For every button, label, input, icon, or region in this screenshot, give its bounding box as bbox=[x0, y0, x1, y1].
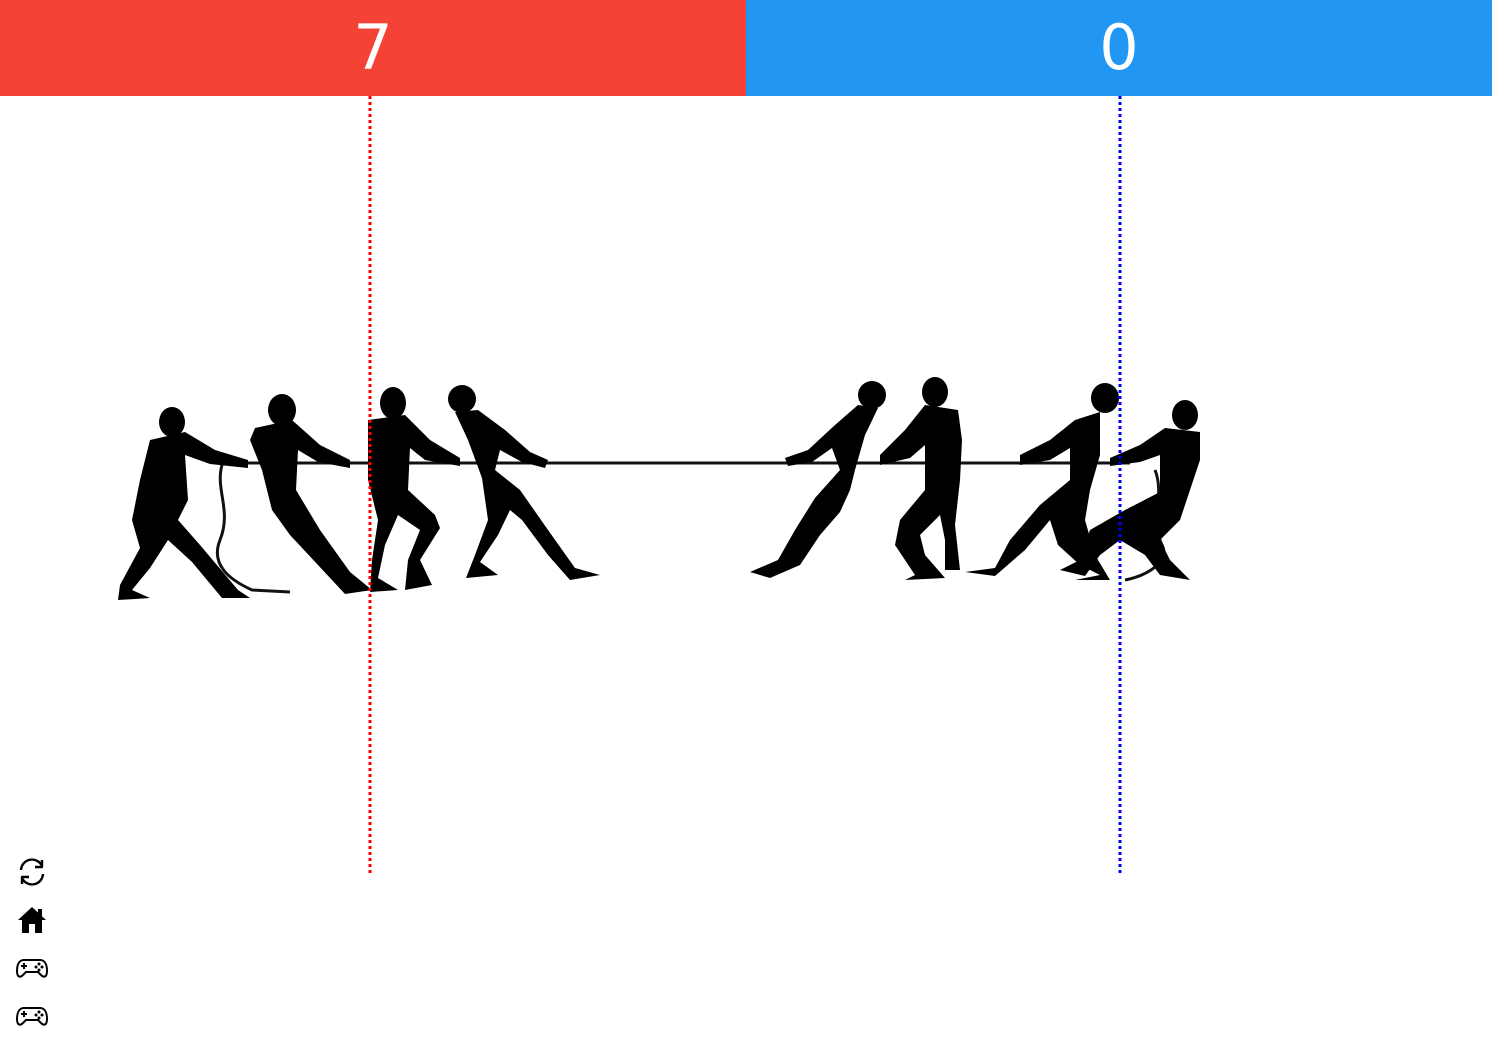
refresh-icon bbox=[19, 858, 45, 886]
left-team bbox=[118, 385, 600, 600]
rope-tail-left bbox=[215, 464, 291, 594]
side-toolbar bbox=[12, 852, 52, 1038]
puller-silhouette bbox=[118, 407, 250, 600]
puller-silhouette bbox=[880, 377, 962, 580]
puller-silhouette bbox=[368, 387, 460, 592]
red-score-value: 7 bbox=[353, 11, 393, 84]
gamepad-button-2[interactable] bbox=[12, 996, 52, 1036]
gamepad-button-1[interactable] bbox=[12, 948, 52, 988]
puller-silhouette bbox=[965, 383, 1119, 580]
red-team-score: 7 bbox=[0, 0, 746, 96]
blue-team-score: 0 bbox=[746, 0, 1492, 96]
gamepad-icon bbox=[15, 959, 49, 978]
right-team bbox=[750, 377, 1200, 580]
gamepad-icon bbox=[15, 1007, 49, 1026]
puller-silhouette bbox=[448, 385, 600, 580]
puller-silhouette bbox=[750, 381, 886, 578]
home-button[interactable] bbox=[12, 900, 52, 940]
puller-silhouette bbox=[250, 394, 372, 594]
refresh-button[interactable] bbox=[12, 852, 52, 892]
puller-silhouette bbox=[1060, 400, 1200, 580]
home-icon bbox=[18, 907, 46, 933]
scoreboard: 7 0 bbox=[0, 0, 1492, 96]
blue-score-value: 0 bbox=[1099, 11, 1139, 84]
